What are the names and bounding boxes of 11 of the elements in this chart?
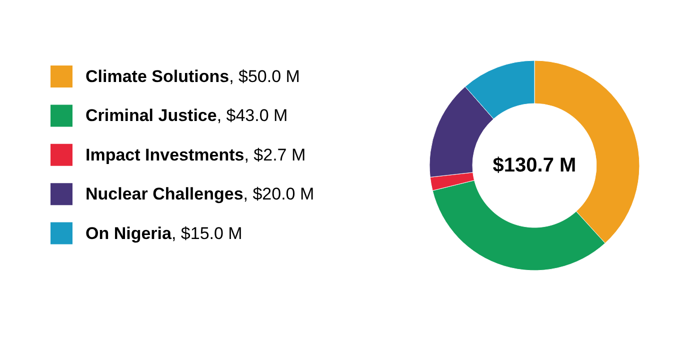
legend-label: Climate Solutions <box>86 67 230 86</box>
data-label: , $50.0 M <box>229 67 300 86</box>
data-label: , $2.7 M <box>244 145 306 164</box>
legend-label: Criminal Justice <box>86 106 217 126</box>
legend-label: On Nigeria <box>86 224 172 243</box>
legend-label: Nuclear Challenges <box>86 184 244 204</box>
data-label: , $15.0 M <box>171 224 242 243</box>
data-label: , $20.0 M <box>243 184 314 204</box>
text: $130.7 M <box>492 154 576 176</box>
legend-label: Impact Investments <box>86 145 244 164</box>
data-label: , $43.0 M <box>216 106 288 126</box>
